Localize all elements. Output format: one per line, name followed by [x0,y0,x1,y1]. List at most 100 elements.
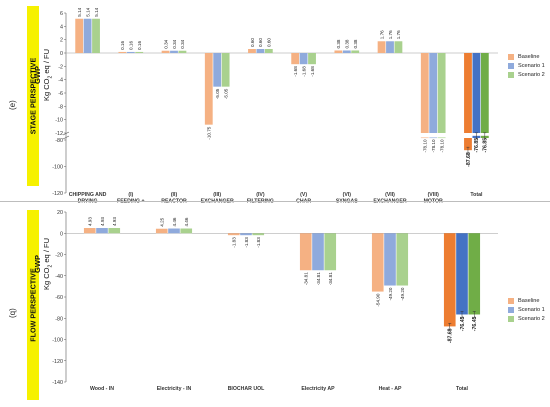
bar [135,51,144,53]
legend-item: Scenario 2 [508,70,545,79]
bar [308,53,316,65]
bar [464,138,472,151]
bar [291,53,300,65]
data-label: -87.68 [448,328,454,343]
data-label: -1.68 [310,66,315,77]
data-label: -78.10 [431,139,436,152]
bar [334,50,343,53]
bar [443,233,456,327]
bar [108,228,121,234]
bar [472,53,481,133]
panel-divider [0,201,550,202]
bar [384,233,396,286]
data-label: 0.38 [336,39,341,48]
y-tick-label: -60 [55,295,63,301]
y-tick-label: -10 [55,118,63,124]
x-tick-label: EXCHANGER [373,199,406,204]
data-label: -34.81 [316,272,321,285]
bar [227,233,240,236]
legend-label: Scenario 1 [518,62,545,69]
x-tick-label: (II) [171,192,178,198]
bar [221,53,230,87]
bar [213,53,222,87]
data-label: 4.25 [160,217,165,226]
data-label: -78.10 [439,139,444,152]
x-tick-label: Wood - IN [90,386,114,392]
bar [126,51,135,53]
data-label: 0.34 [172,39,177,48]
y-tick-label: -100 [52,165,63,171]
x-tick-label: (III) [213,192,221,198]
x-tick-label: Total [470,192,483,198]
x-tick-label: (VI) [343,192,352,198]
stage-legend: Baseline Scenario 1 Scenario 2 [508,52,545,79]
bar [429,53,438,133]
legend-item: Scenario 2 [508,314,545,323]
data-label: -76.45 [472,316,478,331]
bar [394,41,403,53]
data-label: -76.45 [460,316,466,331]
data-label: 4.46 [184,217,189,226]
y-tick-label: -12 [55,131,63,137]
data-label: -34.81 [304,272,309,285]
y-tick-label: -80 [55,138,63,144]
data-label: 0.60 [250,38,255,47]
legend-label: Scenario 2 [518,315,545,322]
bar [75,18,84,53]
y-tick-label: 20 [57,210,63,216]
bar [256,49,265,53]
bar [83,18,92,53]
y-tick-label: -6 [58,91,63,97]
data-label: 4.93 [112,217,117,226]
bar [371,233,384,292]
y-tick-label: -20 [55,253,63,259]
x-tick-label: (V) [300,192,307,198]
data-label: -78.10 [423,139,428,152]
flow-perspective-panel: (q) FLOW PERSPECTIVE GWP Kg CO2 eq / FU … [0,204,550,407]
bar [464,53,472,133]
legend-swatch [508,71,514,78]
data-label: -34.81 [328,272,333,285]
data-label: -76.85 [483,138,489,153]
data-label: -49.20 [388,287,393,300]
legend-item: Baseline [508,296,545,305]
y-tick-label: -120 [52,191,63,197]
y-tick-label: 4 [60,24,63,30]
data-label: 0.38 [345,39,350,48]
bar [396,233,409,286]
bar [168,228,180,234]
bar [161,50,170,53]
x-tick-label: BIOCHAR UOL [228,386,265,392]
data-label: 0.34 [180,39,185,48]
axis-break-mark [62,131,70,136]
bar [83,228,96,234]
axis-break-mark [62,135,70,140]
y-tick-label: 0 [60,51,63,57]
bar [429,137,438,139]
bar [420,137,429,139]
data-label: -1.68 [293,66,298,77]
legend-item: Baseline [508,52,545,61]
x-tick-label: CHIPPING AND [69,192,107,198]
flow-legend: Baseline Scenario 1 Scenario 2 [508,296,545,323]
bar [92,18,100,53]
x-tick-label: (IV) [256,192,265,198]
data-label: 0.60 [267,38,272,47]
data-label: -5.05 [223,88,228,99]
bar [351,50,360,53]
data-label: -49.20 [400,287,405,300]
bar [180,228,193,234]
bar [437,53,446,133]
data-label: 4.46 [172,217,177,226]
data-label: 1.76 [396,30,401,39]
bar [299,233,312,271]
data-label: 4.93 [88,217,93,226]
bar [377,41,386,53]
legend-label: Baseline [518,297,540,304]
data-label: -76.85 [474,138,480,153]
data-label: -1.83 [256,237,261,248]
bar [386,41,394,53]
legend-item: Scenario 1 [508,305,545,314]
x-tick-label: MOTOR [424,199,443,204]
